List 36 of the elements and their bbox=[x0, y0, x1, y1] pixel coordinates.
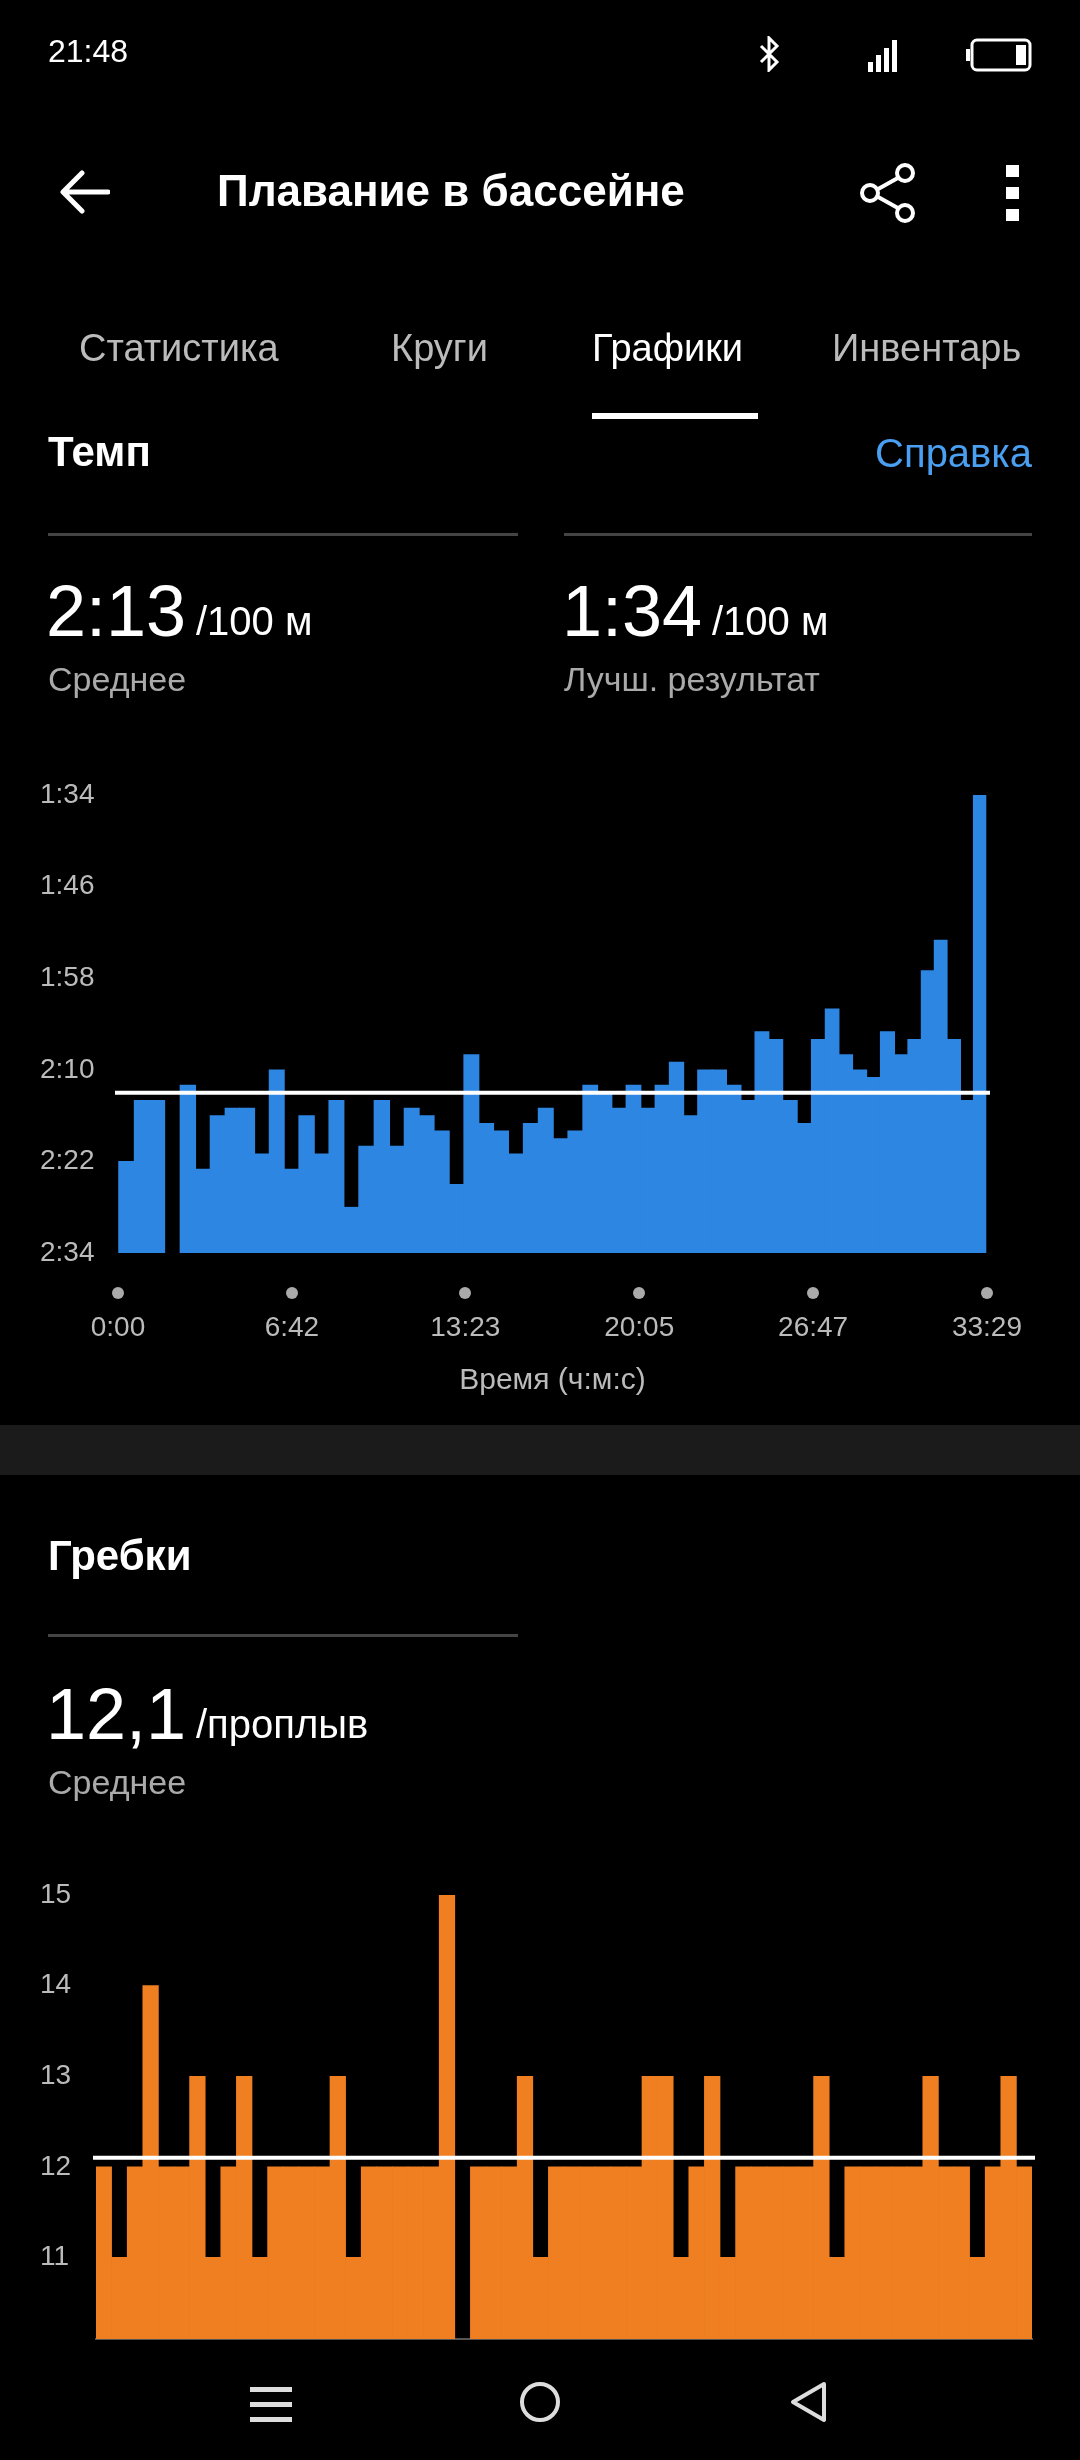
y-tick-label: 11 bbox=[40, 2240, 70, 2272]
x-axis-title: Время (ч:м:с) bbox=[459, 1362, 646, 1396]
y-tick-label: 13 bbox=[40, 2058, 72, 2090]
text: /проплыв bbox=[196, 1701, 369, 1747]
y-tick-label: 15 bbox=[40, 1877, 72, 1909]
text: 1:34 bbox=[562, 570, 703, 653]
y-tick-label: 1:58 bbox=[40, 960, 95, 992]
text: 21:48 bbox=[48, 33, 129, 70]
text: Плавание в бассейне bbox=[217, 166, 685, 217]
y-tick-label: 2:10 bbox=[40, 1052, 95, 1084]
y-tick-label: 2:22 bbox=[40, 1144, 95, 1176]
y-tick-label: 2:34 bbox=[40, 1235, 95, 1267]
x-tick-label: 26:47 bbox=[778, 1310, 849, 1342]
text: 2:13 bbox=[46, 570, 187, 653]
text: /100 м bbox=[712, 598, 829, 644]
y-tick-label: 14 bbox=[40, 1968, 72, 2000]
text: Среднее bbox=[48, 1763, 187, 1803]
x-tick-label: 6:42 bbox=[264, 1310, 320, 1342]
text: Справка bbox=[875, 430, 1032, 476]
y-tick-label: 1:46 bbox=[40, 869, 95, 901]
text: 12,1 bbox=[46, 1673, 187, 1756]
x-tick-label: 13:23 bbox=[430, 1310, 501, 1342]
text: Круги bbox=[391, 327, 488, 371]
text: Графики bbox=[592, 327, 744, 371]
text: Лучш. результат bbox=[564, 660, 820, 700]
chart-title: Темп bbox=[48, 428, 151, 477]
text: /100 м bbox=[196, 598, 313, 644]
y-tick-label: 1:34 bbox=[40, 777, 95, 809]
y-tick-label: 12 bbox=[40, 2149, 72, 2181]
text: Инвентарь bbox=[832, 327, 1022, 371]
x-tick-label: 33:29 bbox=[951, 1310, 1022, 1342]
x-tick-label: 20:05 bbox=[604, 1310, 675, 1342]
x-tick-label: 0:00 bbox=[90, 1310, 146, 1342]
text: Среднее bbox=[48, 660, 187, 700]
text: Статистика bbox=[79, 327, 279, 371]
chart-title: Гребки bbox=[48, 1532, 192, 1581]
